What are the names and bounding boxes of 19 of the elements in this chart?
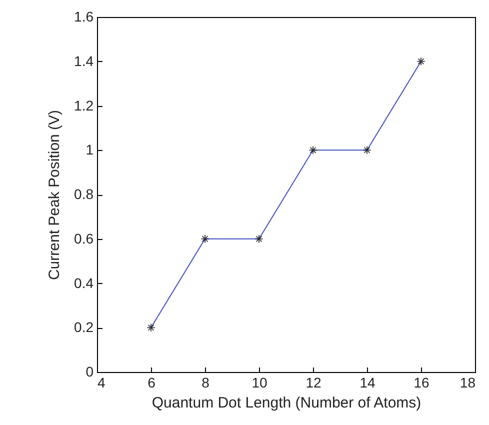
x-tick-label: 6 — [148, 374, 156, 390]
y-tick-label: 1 — [86, 142, 94, 158]
x-tick-label: 4 — [98, 374, 106, 390]
y-tick-label: 0.8 — [74, 186, 94, 202]
x-tick-label: 8 — [202, 374, 210, 390]
y-tick-label: 0 — [86, 364, 94, 380]
x-tick-label: 18 — [460, 374, 476, 390]
y-tick-label: 1.2 — [74, 97, 94, 114]
y-tick-label: 1.6 — [74, 8, 94, 24]
y-tick-label: 0.4 — [74, 274, 94, 291]
x-axis-title: Quantum Dot Length (Number of Atoms) — [152, 394, 422, 412]
x-tick-label: 12 — [306, 374, 322, 390]
y-axis-title: Current Peak Position (V) — [46, 110, 64, 280]
x-tick-label: 14 — [360, 374, 376, 390]
x-tick-label: 16 — [414, 374, 430, 390]
y-tick-label: 0.6 — [74, 230, 94, 246]
x-tick-label: 10 — [252, 374, 268, 390]
y-tick-label: 0.2 — [74, 319, 94, 336]
y-tick-label: 1.4 — [74, 52, 94, 69]
